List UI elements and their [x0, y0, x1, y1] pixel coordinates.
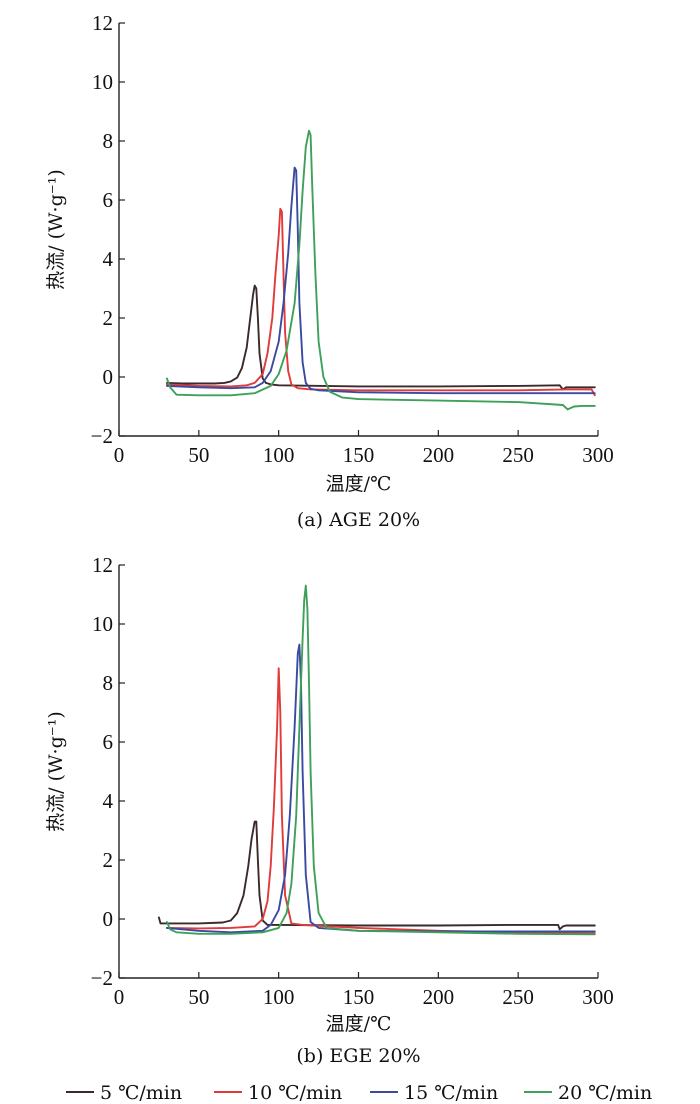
- y-tick-label: 8: [103, 671, 114, 695]
- x-axis-title: 温度/℃: [326, 1013, 392, 1035]
- legend-label-20: 20 ℃/min: [558, 1082, 652, 1104]
- x-tick-label: 50: [188, 443, 209, 467]
- y-tick-label: 8: [103, 129, 114, 153]
- series-line-10c-min: [165, 667, 596, 935]
- x-tick-label: 300: [582, 985, 614, 1009]
- y-tick-label: 0: [103, 365, 114, 389]
- x-tick-label: 300: [582, 443, 614, 467]
- legend-label-5: 5 ℃/min: [100, 1082, 182, 1104]
- series-line-10c-min: [165, 207, 596, 397]
- x-tick-label: 250: [502, 985, 534, 1009]
- legend: 5 ℃/min 10 ℃/min 15 ℃/min 20 ℃/min: [66, 1082, 652, 1104]
- series-line-15c-min: [165, 166, 596, 395]
- y-tick-label: 12: [92, 553, 113, 577]
- y-tick-label: 4: [103, 789, 114, 813]
- y-tick-label: 2: [103, 848, 114, 872]
- x-axis-title: 温度/℃: [326, 473, 392, 495]
- series-line-15c-min: [165, 643, 596, 934]
- x-tick-label: 150: [343, 985, 375, 1009]
- x-tick-label: 250: [502, 443, 534, 467]
- panel-caption: (b) EGE 20%: [296, 1045, 420, 1067]
- legend-label-10: 10 ℃/min: [248, 1082, 342, 1104]
- y-axis-title: 热流/ (W·g⁻¹): [45, 169, 67, 290]
- series-line-20c-min: [165, 129, 596, 411]
- y-tick-label: 10: [92, 70, 113, 94]
- y-tick-label: −2: [91, 966, 113, 990]
- x-tick-label: 200: [423, 985, 455, 1009]
- series-line-20c-min: [165, 584, 596, 936]
- y-tick-label: 10: [92, 612, 113, 636]
- x-tick-label: 100: [263, 443, 295, 467]
- y-tick-label: 6: [103, 730, 114, 754]
- x-tick-label: 200: [423, 443, 455, 467]
- x-tick-label: 150: [343, 443, 375, 467]
- y-axis-title: 热流/ (W·g⁻¹): [45, 711, 67, 832]
- x-tick-label: 100: [263, 985, 295, 1009]
- series-line-5c-min: [165, 284, 596, 391]
- y-tick-label: 0: [103, 907, 114, 931]
- panel-caption: (a) AGE 20%: [297, 509, 420, 531]
- y-tick-label: 6: [103, 188, 114, 212]
- y-tick-label: −2: [91, 424, 113, 448]
- series-line-5c-min: [157, 820, 596, 931]
- y-tick-label: 2: [103, 306, 114, 330]
- y-tick-label: 4: [103, 247, 114, 271]
- x-tick-label: 0: [114, 443, 125, 467]
- legend-label-15: 15 ℃/min: [404, 1082, 498, 1104]
- x-tick-label: 50: [188, 985, 209, 1009]
- y-tick-label: 12: [92, 11, 113, 35]
- x-tick-label: 0: [114, 985, 125, 1009]
